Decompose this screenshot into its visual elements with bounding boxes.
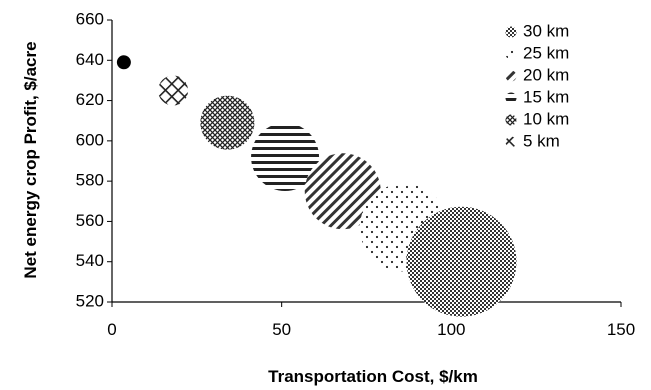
- legend-item: 10 km: [505, 109, 569, 128]
- x-tick-label: 50: [272, 320, 291, 339]
- y-tick-label: 600: [76, 130, 104, 149]
- data-point: [304, 153, 381, 230]
- data-point: [158, 75, 189, 106]
- legend-marker: [505, 136, 517, 148]
- legend: 30 km 25 km 20 km 15 km 10 km 5 km: [505, 21, 569, 150]
- legend-item: 5 km: [505, 131, 560, 150]
- x-tick-label: 100: [437, 320, 465, 339]
- data-point: [406, 206, 517, 317]
- legend-item: 20 km: [505, 65, 569, 84]
- y-tick-label: 560: [76, 211, 104, 230]
- data-points: [116, 55, 517, 317]
- legend-label: 25 km: [523, 43, 569, 62]
- y-tick-label: 640: [76, 50, 104, 69]
- legend-label: 5 km: [523, 131, 560, 150]
- y-tick-label: 620: [76, 90, 104, 109]
- y-tick-label: 520: [76, 291, 104, 310]
- legend-item: 15 km: [505, 87, 569, 106]
- legend-marker: [505, 70, 517, 82]
- legend-marker: [505, 114, 517, 126]
- y-axis-title: Net energy crop Profit, $/acre: [21, 41, 40, 278]
- legend-item: 25 km: [505, 43, 569, 62]
- legend-marker: [505, 48, 517, 60]
- legend-label: 30 km: [523, 21, 569, 40]
- legend-marker: [505, 26, 517, 38]
- y-tick-label: 660: [76, 9, 104, 28]
- legend-label: 20 km: [523, 65, 569, 84]
- y-tick-label: 540: [76, 251, 104, 270]
- data-point: [251, 122, 320, 191]
- x-axis-title: Transportation Cost, $/km: [268, 367, 478, 386]
- y-axis-tick-labels: 520 540 560 580 600 620 640 660: [76, 9, 112, 310]
- y-tick-label: 580: [76, 171, 104, 190]
- legend-label: 10 km: [523, 109, 569, 128]
- legend-label: 15 km: [523, 87, 569, 106]
- data-point: [116, 55, 131, 70]
- legend-marker: [505, 92, 517, 104]
- data-point: [200, 95, 255, 150]
- x-tick-label: 150: [607, 320, 635, 339]
- x-axis-tick-labels: 0 50 100 150: [107, 302, 635, 339]
- x-tick-label: 0: [107, 320, 116, 339]
- legend-item: 30 km: [505, 21, 569, 40]
